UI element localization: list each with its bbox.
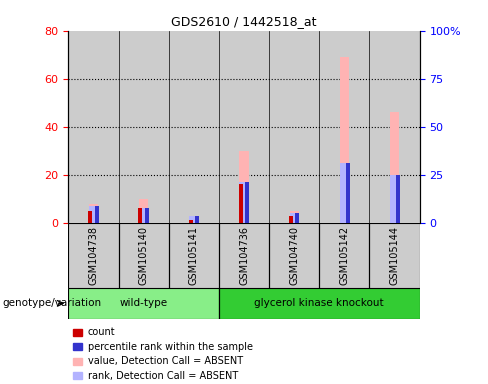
Bar [119, 31, 169, 223]
Bar [89, 204, 98, 223]
Text: GSM105144: GSM105144 [389, 226, 400, 285]
Bar [95, 206, 99, 223]
Text: GSM105142: GSM105142 [339, 226, 349, 285]
Bar [269, 31, 319, 223]
Text: rank, Detection Call = ABSENT: rank, Detection Call = ABSENT [88, 371, 238, 381]
Text: GSM105141: GSM105141 [189, 226, 199, 285]
Text: wild-type: wild-type [120, 298, 168, 308]
Text: GSM105140: GSM105140 [139, 226, 149, 285]
Bar [88, 211, 92, 223]
Text: value, Detection Call = ABSENT: value, Detection Call = ABSENT [88, 356, 243, 366]
Text: GSM104738: GSM104738 [88, 226, 99, 285]
Bar [290, 213, 299, 223]
Bar [240, 151, 248, 223]
Bar [188, 220, 193, 223]
Bar [195, 215, 199, 223]
Bar [219, 288, 420, 319]
Text: percentile rank within the sample: percentile rank within the sample [88, 342, 253, 352]
Bar [219, 223, 269, 288]
Bar [119, 223, 169, 288]
Bar [269, 223, 319, 288]
Bar [169, 223, 219, 288]
Bar [369, 223, 420, 288]
Bar [145, 208, 149, 223]
Bar [295, 213, 300, 223]
Bar [219, 288, 420, 319]
Bar [319, 223, 369, 288]
Bar [119, 223, 169, 288]
Bar [369, 223, 420, 288]
Bar [139, 208, 142, 223]
Bar [346, 163, 349, 223]
Bar [319, 223, 369, 288]
Bar [219, 31, 269, 223]
Bar [139, 199, 148, 223]
Bar [390, 112, 399, 223]
Bar [369, 31, 420, 223]
Text: genotype/variation: genotype/variation [2, 298, 102, 308]
Bar [68, 31, 119, 223]
Bar [319, 31, 369, 223]
Bar [68, 288, 219, 319]
Bar [189, 215, 198, 223]
Bar [289, 215, 293, 223]
Bar [245, 182, 249, 223]
Text: GSM104736: GSM104736 [239, 226, 249, 285]
Bar [340, 163, 349, 223]
Bar [219, 223, 269, 288]
Bar [68, 223, 119, 288]
Bar [239, 184, 243, 223]
Bar [340, 57, 349, 223]
Bar [169, 223, 219, 288]
Bar [396, 175, 400, 223]
Bar [240, 182, 248, 223]
Bar [68, 223, 119, 288]
Bar [390, 175, 399, 223]
Bar [269, 223, 319, 288]
Bar [68, 288, 219, 319]
Text: count: count [88, 327, 116, 337]
Bar [189, 215, 198, 223]
Bar [290, 211, 299, 223]
Bar [139, 208, 148, 223]
Bar [169, 31, 219, 223]
Text: glycerol kinase knockout: glycerol kinase knockout [254, 298, 384, 308]
Text: GSM104740: GSM104740 [289, 226, 299, 285]
Title: GDS2610 / 1442518_at: GDS2610 / 1442518_at [171, 15, 317, 28]
Bar [89, 206, 98, 223]
